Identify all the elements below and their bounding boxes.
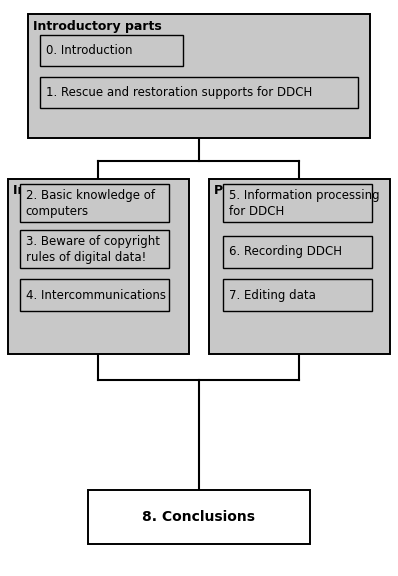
FancyBboxPatch shape [20,230,169,268]
FancyBboxPatch shape [8,179,189,354]
Text: Practical operations: Practical operations [214,184,355,198]
Text: 6. Recording DDCH: 6. Recording DDCH [229,245,342,259]
FancyBboxPatch shape [20,184,169,222]
Text: 1. Rescue and restoration supports for DDCH: 1. Rescue and restoration supports for D… [46,86,312,99]
Text: 8. Conclusions: 8. Conclusions [142,510,256,524]
FancyBboxPatch shape [223,236,372,268]
Text: 0. Introduction: 0. Introduction [46,44,132,57]
Text: 5. Information processing
for DDCH: 5. Information processing for DDCH [229,188,379,218]
Text: 4. Intercommunications: 4. Intercommunications [26,289,166,302]
Text: Information literacy: Information literacy [13,184,153,198]
FancyBboxPatch shape [40,77,358,108]
FancyBboxPatch shape [209,179,390,354]
FancyBboxPatch shape [223,279,372,311]
FancyBboxPatch shape [40,35,183,66]
FancyBboxPatch shape [223,184,372,222]
FancyBboxPatch shape [20,279,169,311]
Text: 7. Editing data: 7. Editing data [229,289,316,302]
FancyBboxPatch shape [28,14,370,138]
Text: Introductory parts: Introductory parts [33,20,162,33]
Text: 3. Beware of copyright
rules of digital data!: 3. Beware of copyright rules of digital … [26,234,160,264]
Text: 2. Basic knowledge of
computers: 2. Basic knowledge of computers [26,188,155,218]
FancyBboxPatch shape [88,490,310,544]
